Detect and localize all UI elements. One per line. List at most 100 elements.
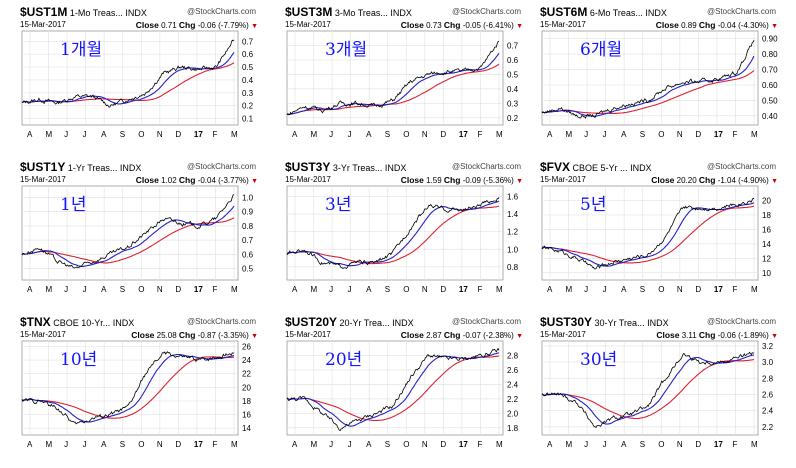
x-tick-label: A (101, 440, 107, 449)
symbol: $TNX (20, 315, 51, 329)
chart-subheader: 15-Mar-2017 Close 2.87 Chg -0.07 (-2.38%… (285, 330, 523, 340)
chart-header: $UST20Y 20-Yr Trea... INDX (285, 315, 414, 329)
chart-header: $UST3M 3-Mo Treas... INDX (285, 5, 412, 19)
chart-panel-ust30y[interactable]: $UST30Y 30-Yr Trea... INDX @StockCharts.… (540, 315, 796, 463)
x-tick-label: A (101, 285, 107, 294)
chart-panel-tnx[interactable]: $TNX CBOE 10-Yr... INDX @StockCharts.com… (20, 315, 278, 463)
watermark: @StockCharts.com (186, 7, 256, 16)
price-line (21, 194, 235, 269)
chg-value: -0.87 (-3.35%) (197, 331, 249, 340)
y-tick-label: 18 (762, 211, 771, 220)
x-tick-label: N (157, 130, 163, 139)
x-tick-label: M (46, 440, 53, 449)
y-tick-label: 0.3 (242, 89, 254, 98)
down-arrow-icon: ▼ (771, 178, 778, 185)
chg-value: -0.06 (-7.79%) (197, 21, 249, 30)
watermark: @StockCharts.com (706, 162, 776, 171)
close-value: 1.02 (161, 176, 177, 185)
close-label: Close (135, 20, 159, 30)
x-tick-label: M (566, 440, 573, 449)
price-chart: 0.90 0.80 0.70 0.60 0.50 0.40 A M J J A S O N D 17 F M (541, 30, 778, 139)
y-tick-label: 2.0 (507, 409, 519, 418)
x-tick-label: O (138, 130, 144, 139)
y-tick-label: 0.7 (242, 236, 254, 245)
date: 15-Mar-2017 (540, 175, 586, 184)
y-tick-label: 14 (242, 424, 251, 433)
price-line (286, 347, 500, 431)
y-tick-label: 0.7 (242, 37, 254, 46)
description: 1-Mo Treas... (69, 8, 123, 18)
y-tick-label: 3.2 (762, 342, 774, 351)
x-tick-label: D (175, 285, 181, 294)
chart-panel-ust1m[interactable]: $UST1M 1-Mo Treas... INDX @StockCharts.c… (20, 5, 278, 153)
symbol: $UST30Y (540, 315, 593, 329)
plot-area (286, 340, 504, 436)
close-label: Close (656, 330, 680, 340)
maturity-label: 30년 (580, 350, 618, 370)
y-tick-label: 12 (762, 254, 771, 263)
chart-panel-ust20y[interactable]: $UST20Y 20-Yr Trea... INDX @StockCharts.… (285, 315, 543, 463)
x-tick-label: A (547, 285, 553, 294)
chg-value: -0.04 (-3.77%) (197, 176, 249, 185)
x-tick-label: J (348, 440, 352, 449)
description: 6-Mo Treas... (589, 8, 643, 18)
chart-panel-ust3m[interactable]: $UST3M 3-Mo Treas... INDX @StockCharts.c… (285, 5, 543, 153)
x-tick-label: S (385, 285, 390, 294)
y-tick-label: 16 (762, 225, 771, 234)
x-tick-label: F (732, 130, 737, 139)
price-line (21, 351, 235, 425)
watermark: @StockCharts.com (706, 317, 776, 326)
x-tick-label: D (440, 130, 446, 139)
chart-panel-ust3y[interactable]: $UST3Y 3-Yr Treas... INDX @StockCharts.c… (285, 160, 543, 308)
x-tick-label: D (695, 440, 701, 449)
symbol: $UST3Y (285, 160, 331, 174)
chg-label: Chg (178, 20, 196, 30)
down-arrow-icon: ▼ (516, 333, 523, 340)
y-tick-label: 0.8 (242, 222, 254, 231)
description: CBOE 10-Yr... (53, 318, 111, 328)
price-line (541, 40, 755, 119)
y-tick-label: 2.8 (507, 351, 519, 360)
maturity-label: 10년 (60, 350, 98, 370)
x-tick-label: 17 (194, 285, 203, 294)
y-tick-label: 0.2 (242, 102, 254, 111)
watermark: @StockCharts.com (706, 7, 776, 16)
price-chart: 1.6 1.4 1.2 1.0 0.8 A M J J A S O N D 17 F M (286, 185, 519, 294)
x-tick-label: A (292, 440, 298, 449)
exchange: INDX (112, 318, 135, 328)
y-tick-label: 0.60 (762, 81, 778, 90)
chart-panel-ust1y[interactable]: $UST1Y 1-Yr Treas... INDX @StockCharts.c… (20, 160, 278, 308)
chart-panel-ust6m[interactable]: $UST6M 6-Mo Treas... INDX @StockCharts.c… (540, 5, 796, 153)
x-tick-label: N (422, 130, 428, 139)
x-tick-label: J (603, 130, 607, 139)
x-tick-label: M (231, 285, 238, 294)
y-tick-label: 0.4 (242, 76, 254, 85)
maturity-label: 5년 (580, 195, 607, 215)
plot-area (21, 30, 239, 126)
y-tick-label: 1.4 (507, 210, 519, 219)
y-tick-label: 0.6 (507, 56, 519, 65)
chg-value: -0.04 (-4.30%) (717, 21, 769, 30)
y-tick-label: 0.3 (507, 99, 519, 108)
x-tick-label: F (477, 285, 482, 294)
symbol: $UST3M (285, 5, 333, 19)
y-tick-label: 0.5 (507, 70, 519, 79)
y-tick-label: 3.0 (762, 358, 774, 367)
ma-slow-line (286, 205, 500, 265)
watermark: @StockCharts.com (451, 162, 521, 171)
date: 15-Mar-2017 (20, 20, 66, 29)
down-arrow-icon: ▼ (771, 23, 778, 30)
ma-fast-line (21, 205, 235, 268)
price-line (286, 197, 500, 269)
date: 15-Mar-2017 (20, 330, 66, 339)
x-tick-label: 17 (459, 440, 468, 449)
x-tick-label: 17 (194, 130, 203, 139)
x-tick-label: A (292, 130, 298, 139)
x-tick-label: M (311, 440, 318, 449)
chart-panel-fvx[interactable]: $FVX CBOE 5-Yr ... INDX @StockCharts.com… (540, 160, 796, 308)
y-tick-label: 10 (762, 269, 771, 278)
x-tick-label: J (584, 440, 588, 449)
x-tick-label: N (677, 130, 683, 139)
close-label: Close (400, 175, 424, 185)
chart-header: $UST1M 1-Mo Treas... INDX (20, 5, 147, 19)
